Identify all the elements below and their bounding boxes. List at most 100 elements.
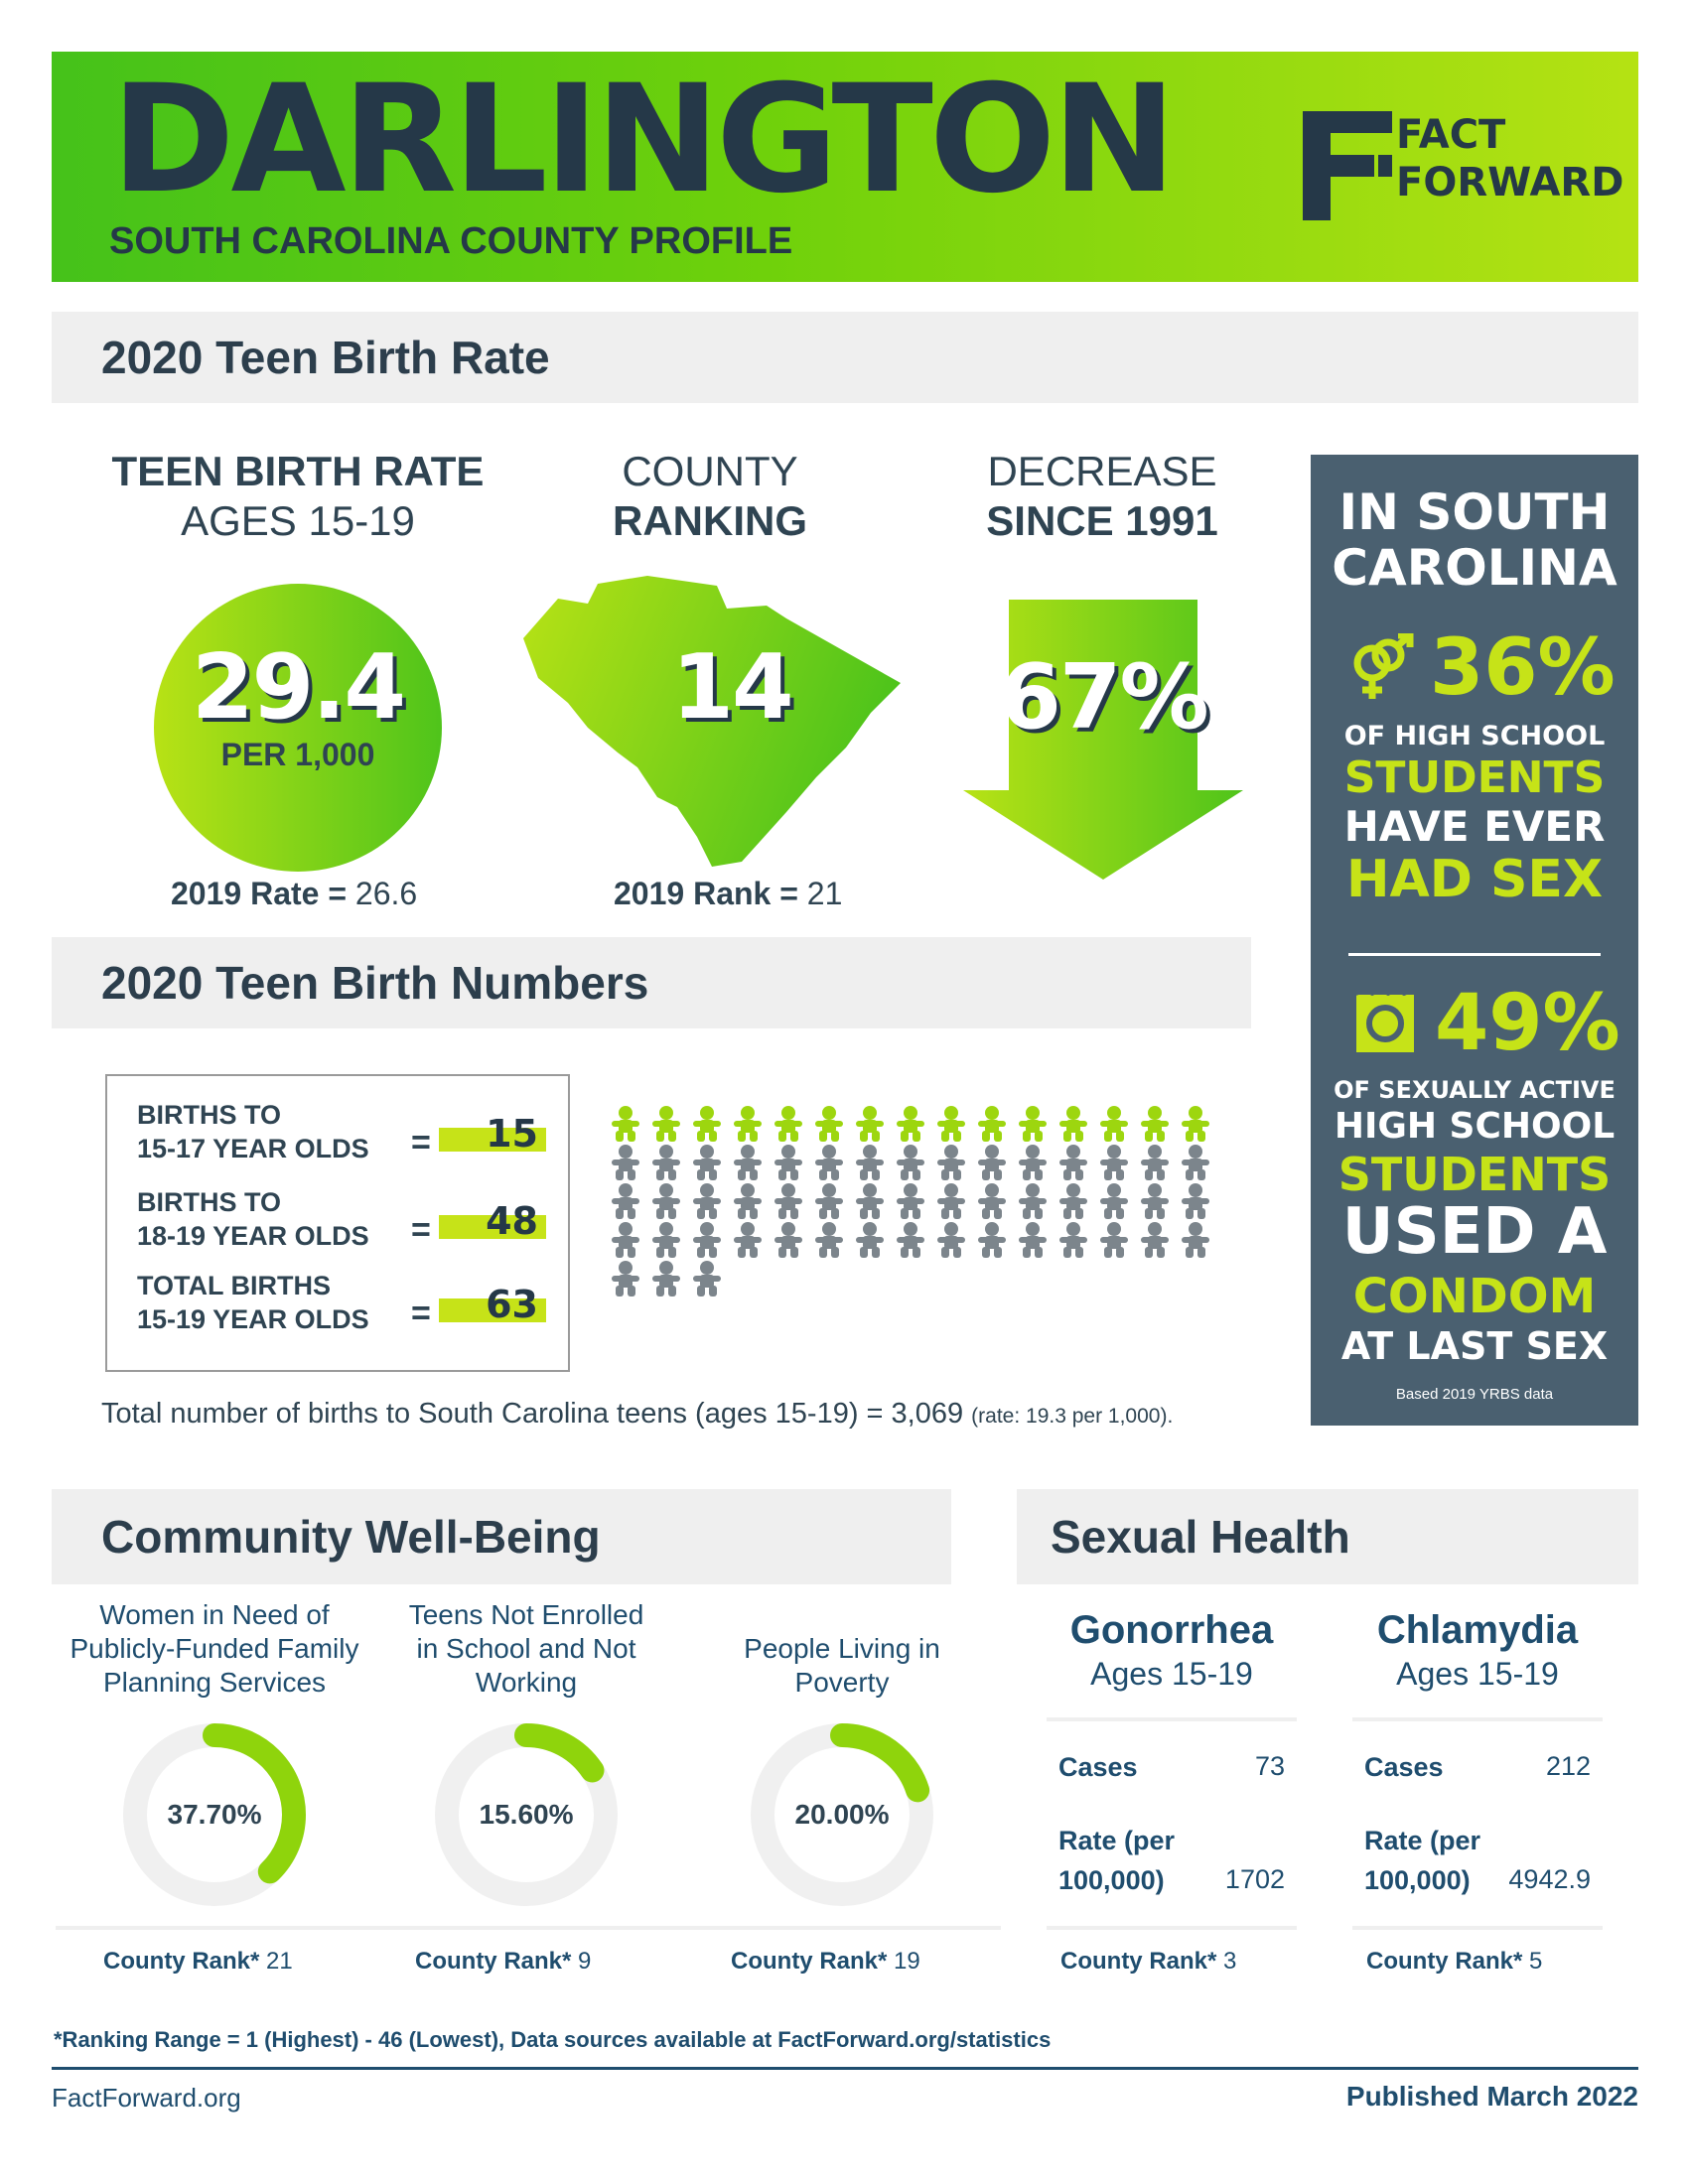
sexual-health-divider bbox=[1352, 1717, 1603, 1721]
teen-figure-18-19 bbox=[612, 1183, 639, 1219]
cases-label: Cases bbox=[1364, 1752, 1444, 1782]
decrease-label: DECREASE SINCE 1991 bbox=[986, 448, 1218, 544]
teen-figure-18-19 bbox=[1100, 1145, 1128, 1180]
teen-figure-18-19 bbox=[897, 1145, 924, 1180]
teen-figure-18-19 bbox=[1059, 1183, 1087, 1219]
teen-figure-18-19 bbox=[652, 1183, 680, 1219]
rate-value: 4942.9 bbox=[1508, 1864, 1591, 1894]
teen-figure-15-17 bbox=[1182, 1106, 1209, 1142]
sexual-health-item-ages: Ages 15-19 bbox=[1396, 1656, 1559, 1692]
teen-figure-18-19 bbox=[1019, 1145, 1047, 1180]
rate-value: 1702 bbox=[1224, 1864, 1285, 1894]
teen-figure-18-19 bbox=[1141, 1183, 1169, 1219]
teen-figure-18-19 bbox=[612, 1145, 639, 1180]
birth-figures-chart bbox=[612, 1106, 1209, 1297]
teen-figure-15-17 bbox=[652, 1106, 680, 1142]
sexual-health-item-ages: Ages 15-19 bbox=[1090, 1656, 1253, 1692]
teen-figure-15-17 bbox=[1059, 1106, 1087, 1142]
sidebar-source: Based 2019 YRBS data bbox=[1395, 1386, 1554, 1403]
teen-figure-18-19 bbox=[774, 1183, 802, 1219]
site-link[interactable]: FactForward.org bbox=[52, 2083, 241, 2113]
footer-rule bbox=[52, 2067, 1638, 2070]
teen-figure-18-19 bbox=[652, 1261, 680, 1297]
teen-birth-numbers-title: 2020 Teen Birth Numbers bbox=[101, 957, 649, 1009]
rate-label: Rate (per 100,000) bbox=[1364, 1826, 1481, 1895]
birth-row-highlight bbox=[439, 1298, 546, 1322]
community-donut-chart bbox=[123, 1723, 306, 1906]
community-divider bbox=[683, 1926, 1001, 1930]
sexual-health-rank: County Rank* 3 bbox=[1060, 1948, 1237, 1975]
teen-birth-rate-title: 2020 Teen Birth Rate bbox=[101, 332, 550, 383]
teen-figure-18-19 bbox=[693, 1183, 721, 1219]
teen-birth-rate-band: 2020 Teen Birth Rate bbox=[52, 312, 1638, 403]
birth-number-row: TOTAL BIRTHS 15-19 YEAR OLDS = 63 bbox=[107, 1269, 568, 1338]
sidebar-stat2-line5: CONDOM bbox=[1352, 1269, 1597, 1324]
teen-figure-18-19 bbox=[652, 1145, 680, 1180]
teen-figure-18-19 bbox=[734, 1145, 762, 1180]
birth-numbers-box: BIRTHS TO 15-17 YEAR OLDS = 15 BIRTHS TO 18-1… bbox=[105, 1074, 570, 1372]
south-carolina-sidebar: IN SOUTH CAROLINA 36% OF HIGH SCHOOL STU… bbox=[1311, 455, 1638, 1426]
sidebar-stat1-value: 36% bbox=[1430, 623, 1616, 713]
teen-figure-18-19 bbox=[1141, 1222, 1169, 1258]
community-divider bbox=[56, 1926, 373, 1930]
teen-figure-18-19 bbox=[815, 1145, 843, 1180]
sidebar-stat1-line3: HAVE EVER bbox=[1343, 802, 1606, 851]
sidebar-stat2-line3: STUDENTS bbox=[1337, 1148, 1612, 1201]
sidebar-heading-line1: IN SOUTH bbox=[1338, 483, 1611, 541]
teen-figure-15-17 bbox=[815, 1106, 843, 1142]
teen-figure-18-19 bbox=[1182, 1222, 1209, 1258]
community-item-value: 20.00% bbox=[794, 1799, 890, 1830]
birth-row-value: 15 bbox=[486, 1112, 538, 1156]
teen-figure-18-19 bbox=[1100, 1222, 1128, 1258]
teen-birth-rate-unit: PER 1,000 bbox=[220, 737, 375, 772]
teen-figure-18-19 bbox=[978, 1183, 1006, 1219]
teen-figure-18-19 bbox=[897, 1222, 924, 1258]
birth-row-equals: = bbox=[411, 1211, 431, 1249]
sidebar-stat2-value: 49% bbox=[1435, 979, 1620, 1068]
state-total-note: Total number of births to South Carolina… bbox=[101, 1398, 1174, 1430]
donut-value-arc bbox=[435, 1723, 618, 1906]
gender-symbols-icon bbox=[1353, 633, 1414, 699]
teen-figure-18-19 bbox=[734, 1222, 762, 1258]
teen-figure-18-19 bbox=[1182, 1183, 1209, 1219]
teen-figure-18-19 bbox=[897, 1183, 924, 1219]
teen-figure-18-19 bbox=[815, 1183, 843, 1219]
teen-birth-rate-circle bbox=[154, 584, 442, 872]
sexual-health-divider bbox=[1047, 1717, 1297, 1721]
donut-value-arc bbox=[123, 1723, 306, 1906]
teen-figure-15-17 bbox=[693, 1106, 721, 1142]
teen-figure-18-19 bbox=[937, 1222, 965, 1258]
birth-row-equals: = bbox=[411, 1124, 431, 1161]
sidebar-stat1-line1: OF HIGH SCHOOL bbox=[1343, 721, 1606, 751]
teen-figure-15-17 bbox=[1141, 1106, 1169, 1142]
teen-figure-18-19 bbox=[1182, 1145, 1209, 1180]
logo-text-fact: FACT bbox=[1396, 112, 1506, 158]
sexual-health-title: Sexual Health bbox=[1051, 1511, 1350, 1563]
sexual-health-band: Sexual Health bbox=[1017, 1489, 1638, 1584]
birth-row-label: BIRTHS TO 15-17 YEAR OLDS bbox=[137, 1100, 369, 1163]
community-donut-chart bbox=[751, 1723, 933, 1906]
teen-figure-15-17 bbox=[897, 1106, 924, 1142]
sidebar-stat1-line2: STUDENTS bbox=[1343, 752, 1606, 803]
teen-figure-18-19 bbox=[978, 1145, 1006, 1180]
sidebar-stat2-line4: USED A bbox=[1341, 1195, 1608, 1269]
profile-subtitle: SOUTH CAROLINA COUNTY PROFILE bbox=[109, 220, 793, 262]
birth-row-label: BIRTHS TO 18-19 YEAR OLDS bbox=[137, 1187, 369, 1251]
birth-row-label: TOTAL BIRTHS 15-19 YEAR OLDS bbox=[137, 1271, 369, 1334]
teen-figure-18-19 bbox=[734, 1183, 762, 1219]
teen-figure-18-19 bbox=[1059, 1145, 1087, 1180]
teen-figure-18-19 bbox=[1019, 1183, 1047, 1219]
community-item-title: Women in Need of Publicly-Funded Family Pl… bbox=[70, 1599, 359, 1698]
fact-forward-logo-mark-icon bbox=[1303, 111, 1392, 220]
sexual-health-item-name: Gonorrhea bbox=[1069, 1608, 1274, 1652]
cases-label: Cases bbox=[1058, 1752, 1138, 1782]
birth-number-row: BIRTHS TO 15-17 YEAR OLDS = 15 bbox=[107, 1098, 568, 1167]
community-well-being-band: Community Well-Being bbox=[52, 1489, 951, 1584]
teen-figure-18-19 bbox=[774, 1222, 802, 1258]
decrease-value: 67% bbox=[999, 645, 1208, 750]
prior-rate: 2019 Rate = 26.6 bbox=[171, 876, 418, 911]
teen-figure-18-19 bbox=[815, 1222, 843, 1258]
rate-label: Rate (per 100,000) bbox=[1058, 1826, 1176, 1895]
teen-figure-18-19 bbox=[652, 1222, 680, 1258]
sexual-health-divider bbox=[1352, 1926, 1603, 1930]
